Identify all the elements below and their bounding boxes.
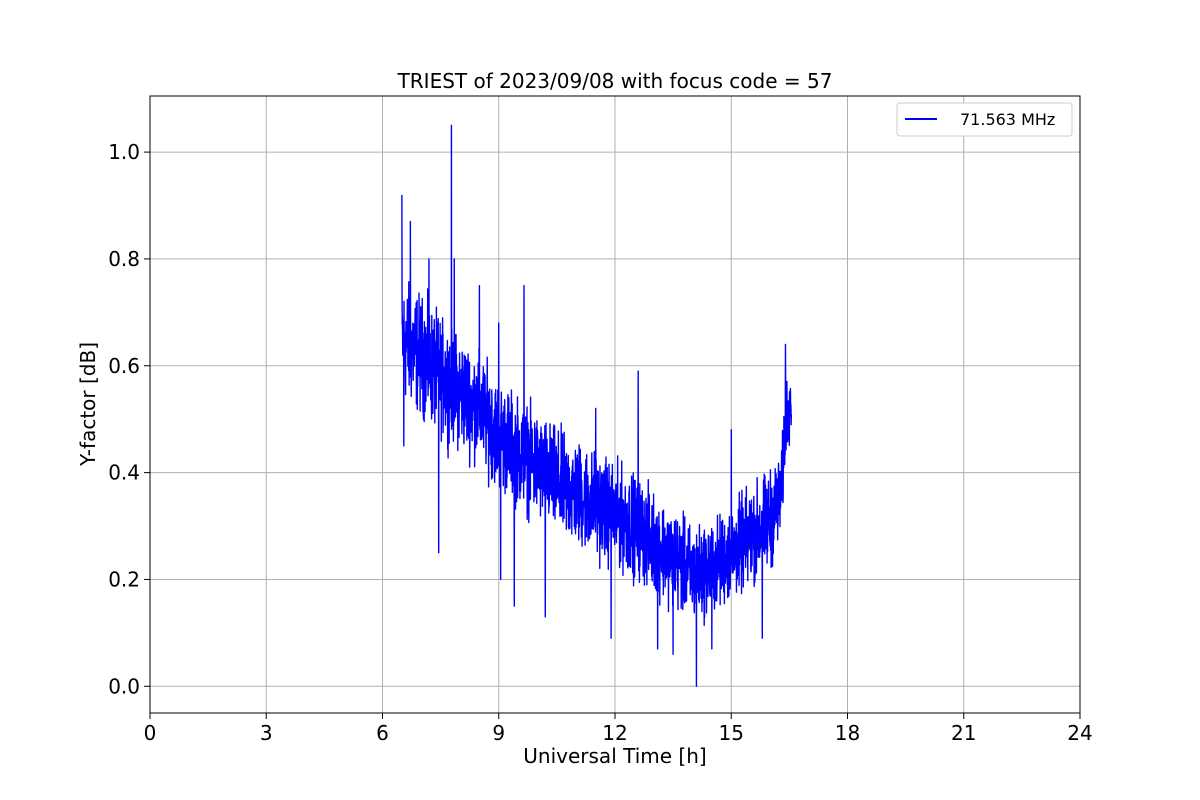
series-layer bbox=[401, 124, 793, 687]
y-tick-label: 0.8 bbox=[108, 247, 140, 271]
x-tick-label: 24 bbox=[1067, 721, 1092, 745]
y-axis-label: Y-factor [dB] bbox=[76, 342, 100, 467]
y-tick-label: 1.0 bbox=[108, 140, 140, 164]
series-line-71-563-mhz bbox=[401, 124, 793, 687]
x-tick-label: 18 bbox=[835, 721, 860, 745]
chart-title: TRIEST of 2023/09/08 with focus code = 5… bbox=[397, 69, 833, 93]
grid bbox=[149, 96, 1081, 713]
x-tick-label: 12 bbox=[602, 721, 627, 745]
x-tick-label: 15 bbox=[719, 721, 744, 745]
legend-box bbox=[896, 102, 1073, 137]
y-tick-label: 0.0 bbox=[108, 674, 140, 698]
y-tick-label: 0.4 bbox=[108, 461, 140, 485]
ticks: 0 3 6 9 12 15 18 21 24 0.0 0.2 0.4 0.6 0.8 1.0 bbox=[108, 140, 1093, 745]
legend: 71.563 MHz bbox=[896, 102, 1073, 137]
x-tick-label: 3 bbox=[260, 721, 273, 745]
x-tick-label: 6 bbox=[376, 721, 389, 745]
y-tick-label: 0.2 bbox=[108, 567, 140, 591]
x-tick-label: 9 bbox=[492, 721, 505, 745]
x-tick-label: 0 bbox=[144, 721, 157, 745]
x-tick-label: 21 bbox=[951, 721, 976, 745]
x-axis-label: Universal Time [h] bbox=[523, 744, 706, 768]
y-tick-label: 0.6 bbox=[108, 354, 140, 378]
legend-label: 71.563 MHz bbox=[960, 110, 1055, 129]
